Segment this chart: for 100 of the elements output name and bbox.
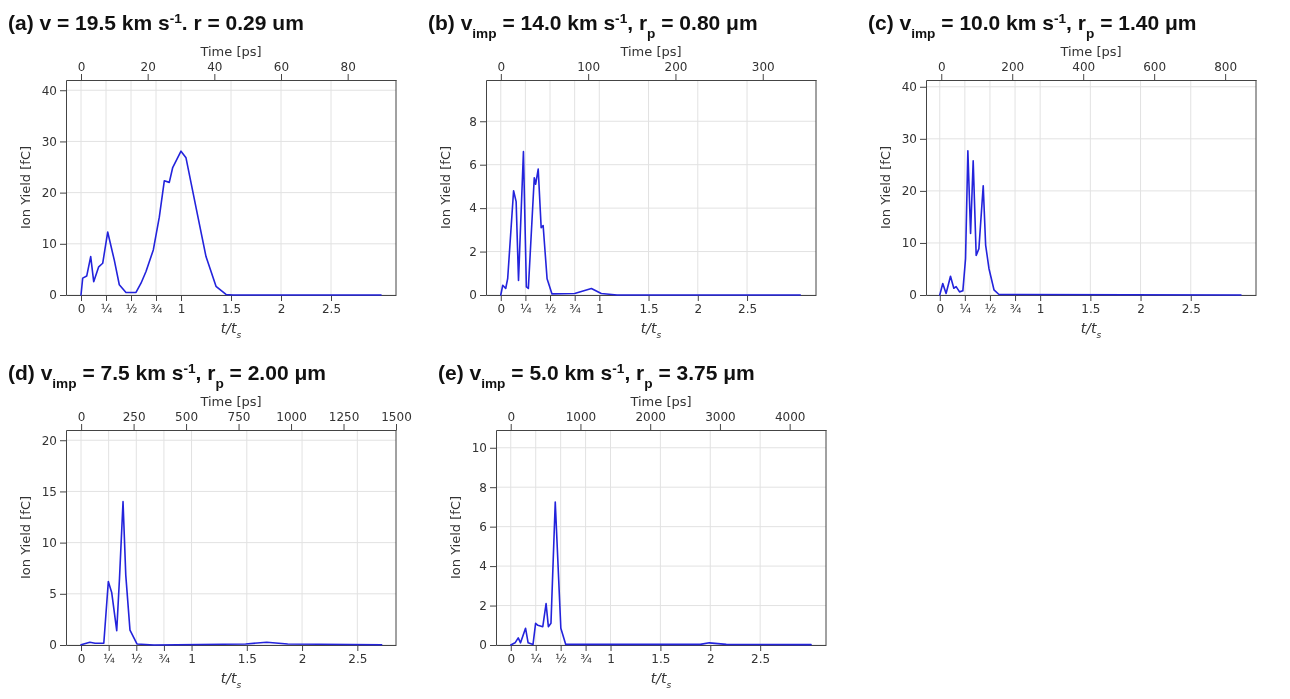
y-tick-label: 6 <box>479 519 487 534</box>
x-tick-label: ¾ <box>158 651 171 666</box>
x2-tick-label: 1500 <box>381 410 412 424</box>
x-tick-label: 0 <box>77 651 86 666</box>
x2-tick-label: 800 <box>1214 60 1238 74</box>
x-tick-label: ½ <box>555 651 567 666</box>
x-tick-label: ½ <box>984 301 997 316</box>
chart-title: (b) v$_{imp}$ = 14.0 km s$^{-1}$, r$_{p}$ = 0.80 μm <box>428 10 758 41</box>
y-tick-label: 4 <box>479 559 487 574</box>
x-tick-label: 1.5 <box>639 301 659 316</box>
x2-tick-label: 1250 <box>328 410 360 424</box>
x2-tick-label: 200 <box>1001 60 1025 74</box>
x-tick-label: 2.5 <box>348 651 368 666</box>
x2-tick-label: 250 <box>122 410 146 424</box>
x-tick-label: 2 <box>706 651 715 666</box>
x-tick-label: ¼ <box>520 301 533 316</box>
x-axis-title: t/t$_{s}$ <box>650 670 672 690</box>
y-tick-label: 30 <box>41 134 57 149</box>
y-axis-title: Ion Yield [fC] <box>18 145 33 230</box>
x2-tick-label: 1000 <box>565 410 597 424</box>
x2-tick-label: 4000 <box>774 410 806 424</box>
x2-tick-label: 20 <box>140 60 156 74</box>
chart-title: (d) v$_{imp}$ = 7.5 km s$^{-1}$, r$_{p}$ = 2.00 μm <box>8 360 326 391</box>
x-tick-label: ½ <box>544 301 557 316</box>
x-tick-label: 0 <box>507 651 516 666</box>
y-tick-label: 20 <box>901 184 917 199</box>
x-tick-label: 1.5 <box>651 651 671 666</box>
x2-tick-label: 1000 <box>276 410 307 424</box>
x-tick-label: 1.5 <box>221 301 242 316</box>
x-tick-label: 1 <box>188 651 196 666</box>
y-tick-label: 0 <box>469 288 477 303</box>
x-tick-label: 1 <box>595 301 604 316</box>
x2-axis-title: Time [ps] <box>1059 44 1122 59</box>
line-series <box>80 500 383 646</box>
y-tick-label: 20 <box>41 185 57 200</box>
x-tick-label: 2 <box>1137 301 1145 316</box>
x-tick-label: 1 <box>177 301 186 316</box>
x-tick-label: ½ <box>130 651 143 666</box>
line-series <box>938 150 1242 296</box>
x-tick-label: 0 <box>497 301 506 316</box>
x2-axis-title: Time [ps] <box>629 394 692 409</box>
x-tick-label: ¼ <box>103 651 116 666</box>
x-tick-label: ¾ <box>580 651 593 666</box>
x2-tick-label: 0 <box>497 60 506 74</box>
x-tick-label: 0 <box>77 301 86 316</box>
x2-axis-title: Time [ps] <box>199 394 262 409</box>
x2-tick-label: 300 <box>751 60 775 74</box>
y-tick-label: 2 <box>479 598 487 613</box>
y-axis-title: Ion Yield [fC] <box>438 145 453 230</box>
y-tick-label: 5 <box>49 587 57 602</box>
x2-tick-label: 0 <box>77 60 86 74</box>
x-tick-label: 1.5 <box>1081 301 1101 316</box>
x-tick-label: ¾ <box>150 301 163 316</box>
y-tick-label: 0 <box>49 638 57 653</box>
y-tick-label: 10 <box>901 236 917 251</box>
line-series <box>499 150 802 296</box>
line-series <box>80 150 382 296</box>
y-tick-label: 8 <box>469 114 477 129</box>
y-tick-label: 6 <box>469 158 477 173</box>
x2-tick-label: 0 <box>507 410 516 424</box>
x-axis-title: t/t$_{s}$ <box>220 670 242 690</box>
y-tick-label: 20 <box>41 433 57 448</box>
x-tick-label: 2 <box>277 301 286 316</box>
x2-tick-label: 3000 <box>705 410 736 424</box>
y-tick-label: 0 <box>909 288 917 303</box>
y-tick-label: 40 <box>901 80 917 95</box>
x2-tick-label: 400 <box>1072 60 1096 74</box>
x2-axis-title: Time [ps] <box>619 44 682 59</box>
x2-tick-label: 80 <box>340 60 356 74</box>
x2-tick-label: 500 <box>175 410 199 424</box>
line-series <box>509 501 812 646</box>
x2-tick-label: 2000 <box>635 410 666 424</box>
chart-title: (c) v$_{imp}$ = 10.0 km s$^{-1}$, r$_{p}$ = 1.40 μm <box>868 10 1197 41</box>
x-tick-label: ¾ <box>569 301 582 316</box>
x2-tick-label: 0 <box>937 60 946 74</box>
x-tick-label: 1 <box>607 651 615 666</box>
x-tick-label: 2 <box>298 651 307 666</box>
x-tick-label: 2 <box>694 301 703 316</box>
y-tick-label: 10 <box>471 441 487 456</box>
x-tick-label: 2.5 <box>751 651 771 666</box>
y-tick-label: 10 <box>41 535 57 550</box>
chart-title: (e) v$_{imp}$ = 5.0 km s$^{-1}$, r$_{p}$ = 3.75 μm <box>438 360 755 391</box>
y-axis-title: Ion Yield [fC] <box>878 145 893 230</box>
y-tick-label: 10 <box>41 237 57 252</box>
x-tick-label: ¼ <box>959 301 972 316</box>
y-axis-title: Ion Yield [fC] <box>18 495 33 580</box>
x-tick-label: ½ <box>125 301 138 316</box>
x-tick-label: 1.5 <box>237 651 257 666</box>
x-tick-label: 1 <box>1036 301 1045 316</box>
x2-tick-label: 100 <box>577 60 601 74</box>
y-tick-label: 0 <box>479 638 487 653</box>
y-tick-label: 40 <box>41 83 57 98</box>
x-axis-title: t/t$_{s}$ <box>220 320 242 340</box>
x2-tick-label: 60 <box>273 60 290 74</box>
y-tick-label: 30 <box>901 132 917 147</box>
x-tick-label: 2.5 <box>321 301 342 316</box>
x-tick-label: 0 <box>936 301 945 316</box>
x-tick-label: 2.5 <box>1181 301 1201 316</box>
y-tick-label: 0 <box>49 288 57 303</box>
y-tick-label: 15 <box>41 484 57 499</box>
